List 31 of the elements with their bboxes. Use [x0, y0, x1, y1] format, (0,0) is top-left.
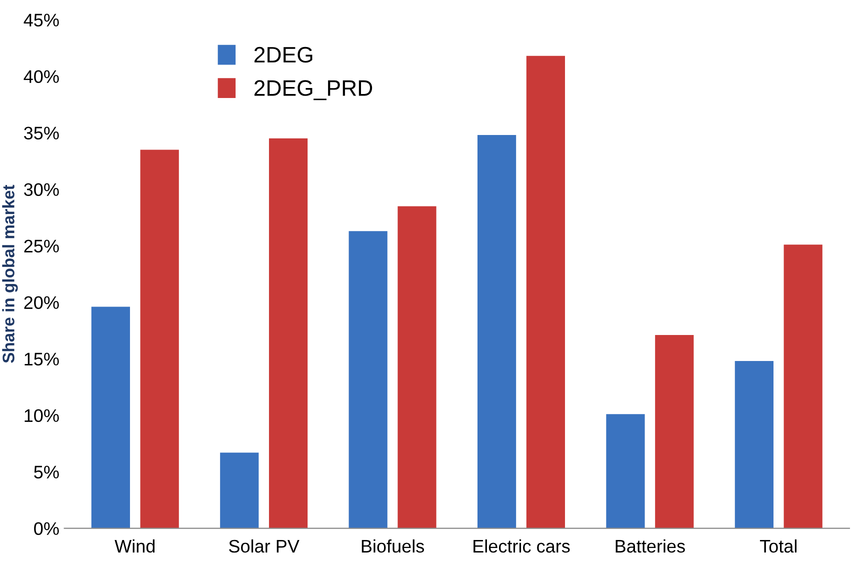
y-tick-label: 10%: [24, 409, 59, 422]
bar: [526, 56, 565, 528]
bar: [220, 452, 259, 528]
bar: [606, 414, 645, 528]
y-tick-label: 45%: [24, 14, 59, 26]
y-tick-label: 25%: [24, 240, 59, 252]
bar: [91, 306, 130, 528]
bar: [140, 150, 179, 528]
bar: [784, 244, 822, 528]
bar: [398, 206, 436, 528]
y-tick-label: 40%: [24, 70, 59, 83]
x-tick-label: Biofuels: [362, 539, 424, 553]
legend-label: 2DEG: [254, 46, 312, 63]
x-tick-label: Total: [760, 539, 796, 553]
bar: [655, 335, 694, 528]
y-tick-label: 20%: [24, 296, 59, 309]
bar: [477, 135, 516, 528]
x-tick-label: Electric cars: [474, 539, 570, 553]
x-tick-label: Batteries: [616, 539, 685, 553]
bar: [348, 231, 388, 528]
y-tick-label: 30%: [24, 183, 59, 196]
bar: [734, 361, 774, 528]
y-tick-label: 35%: [24, 126, 59, 140]
y-tick-label: 5%: [34, 466, 59, 478]
y-tick-label: 15%: [24, 352, 59, 366]
x-tick-label: Wind: [114, 539, 155, 553]
bar: [268, 138, 308, 528]
y-axis-title: Share in global market: [2, 184, 18, 363]
legend-label: 2DEG_PRD: [254, 80, 372, 100]
y-tick-label: 0%: [34, 522, 59, 535]
x-tick-label: Solar PV: [229, 539, 300, 553]
